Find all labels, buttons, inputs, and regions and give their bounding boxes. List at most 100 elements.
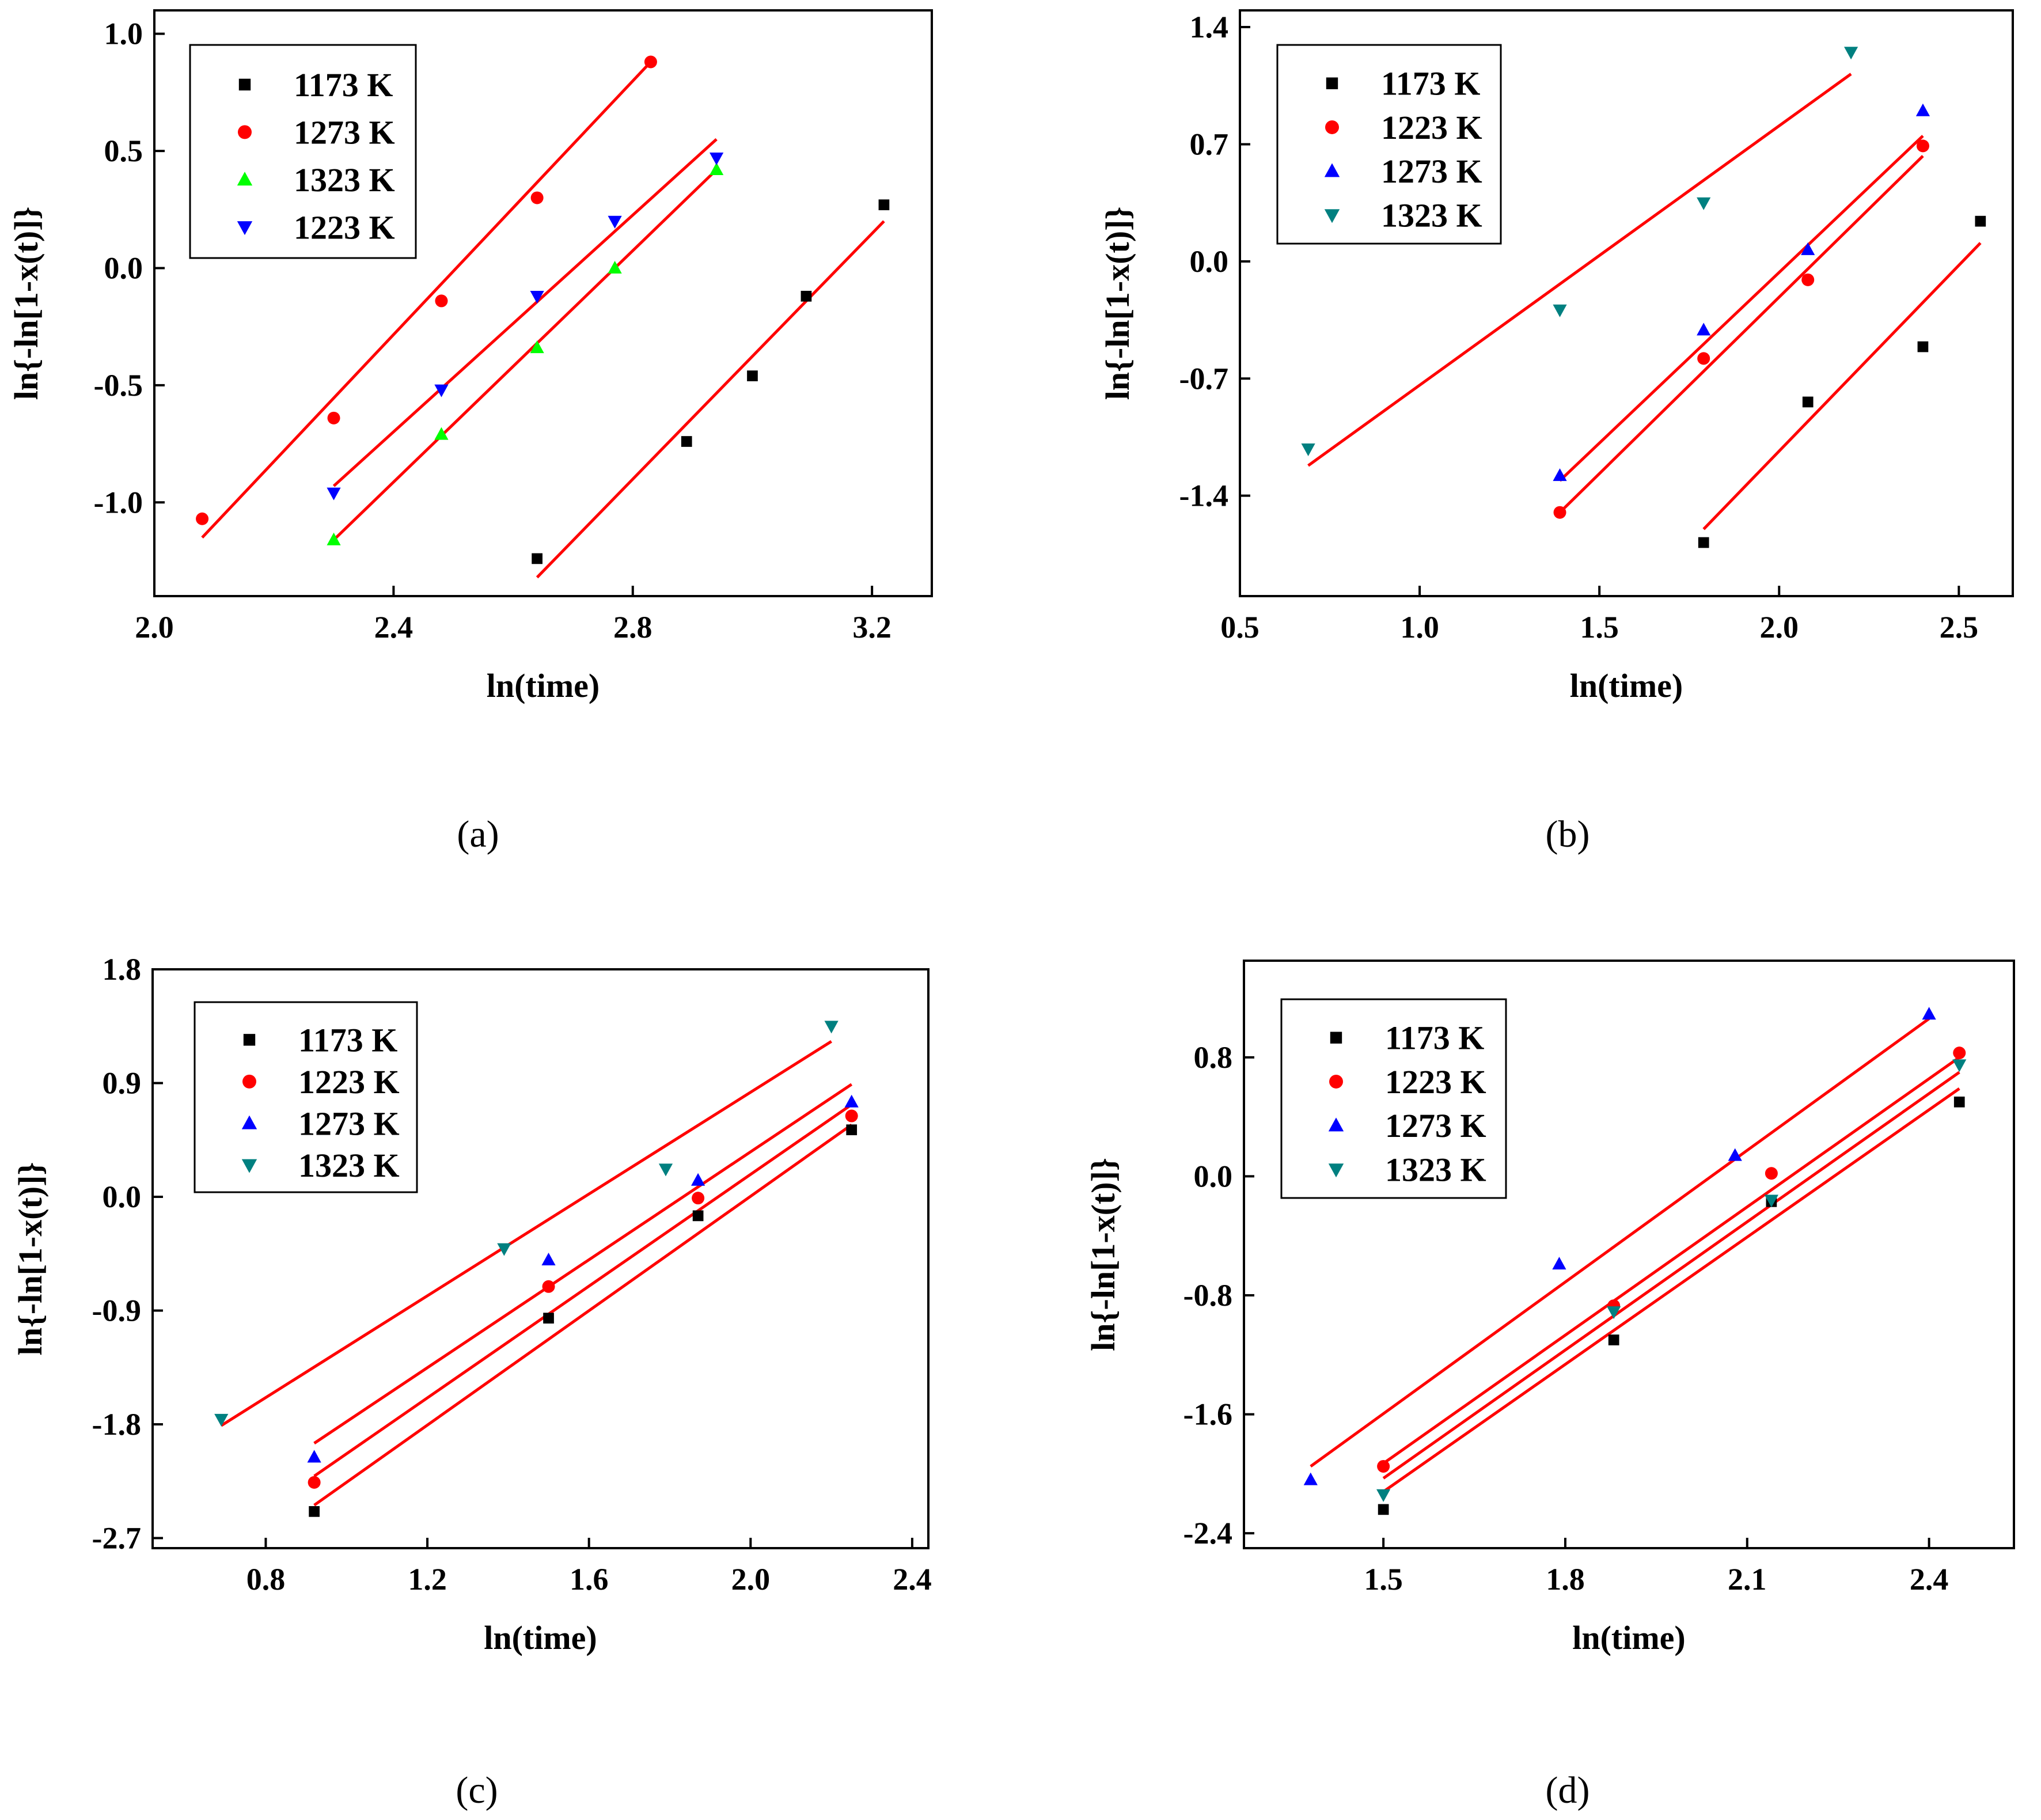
legend-label: 1223 K xyxy=(294,208,395,246)
legend-label: 1223 K xyxy=(1385,1063,1486,1101)
data-point-1273-k xyxy=(530,191,544,204)
legend-box xyxy=(1280,998,1507,1199)
legend-label: 1223 K xyxy=(1381,109,1482,146)
fit-line-1273-k xyxy=(313,1083,853,1444)
data-point-1223-k xyxy=(1697,352,1710,365)
plot-frame xyxy=(151,968,930,1549)
y-tick-label: 0.0 xyxy=(104,251,143,285)
fit-line-1323-k xyxy=(1382,1071,1960,1480)
x-tick-label: 1.2 xyxy=(408,1562,447,1597)
legend-marker xyxy=(1324,209,1340,223)
legend-marker xyxy=(1326,77,1338,89)
plot-frame xyxy=(153,9,933,597)
data-point-1173-k xyxy=(801,290,812,302)
data-point-1223-k xyxy=(608,215,622,229)
fit-line-1173-k xyxy=(1382,1087,1960,1493)
legend: 1173 K 1273 K 1323 K 1223 K xyxy=(189,44,417,259)
x-tick-label: 2.4 xyxy=(374,610,413,644)
data-point-1223-k xyxy=(530,290,544,304)
data-point-1223-k xyxy=(1953,1046,1966,1060)
data-point-1223-k xyxy=(1553,506,1566,519)
legend-label: 1173 K xyxy=(294,66,393,104)
legend-label: 1173 K xyxy=(298,1021,397,1059)
y-axis-title: ln{-ln[1-x(t)]} xyxy=(12,1162,49,1356)
plot-frame xyxy=(1243,960,2015,1549)
data-point-1273-k xyxy=(196,512,209,525)
legend-marker xyxy=(1330,1032,1342,1044)
data-point-1173-k xyxy=(543,1313,554,1324)
legend-label: 1323 K xyxy=(298,1147,400,1184)
data-point-1323-k xyxy=(824,1021,839,1034)
y-tick-label: -0.5 xyxy=(94,368,143,403)
panel-caption: (b) xyxy=(1546,813,1590,855)
data-point-1223-k xyxy=(1801,273,1815,286)
data-point-1223-k xyxy=(1377,1459,1390,1473)
data-point-1273-k xyxy=(644,55,657,69)
chart-panel-d: 1.5 1.8 2.1 2.4 0.8 0.0 -0.8 -1.6 -2.4 ln(time) ln… xyxy=(1084,960,2015,1811)
y-tick-label: -2.4 xyxy=(1183,1516,1232,1550)
y-tick-label: -0.7 xyxy=(1179,361,1228,396)
legend-marker xyxy=(238,125,252,139)
data-point-1323-k xyxy=(327,532,341,545)
x-tick-label: 1.5 xyxy=(1580,610,1619,644)
data-point-1323-k xyxy=(710,162,724,175)
y-axis-title: ln{-ln[1-x(t)]} xyxy=(1099,207,1136,400)
data-point-1223-k xyxy=(308,1476,321,1489)
data-point-1273-k xyxy=(1728,1148,1742,1161)
y-tick-label: -1.6 xyxy=(1183,1397,1232,1432)
fit-line-1223-k xyxy=(332,138,718,487)
legend-marker xyxy=(1329,1074,1343,1089)
legend-marker xyxy=(238,78,251,91)
x-tick-label: 2.0 xyxy=(1760,610,1799,644)
fit-line-1223-k xyxy=(1382,1056,1960,1465)
data-point-1323-k xyxy=(497,1243,511,1256)
x-tick-label: 1.5 xyxy=(1364,1562,1403,1597)
fit-line-1323-k xyxy=(332,168,718,541)
y-tick-label: 0.5 xyxy=(104,134,143,168)
y-tick-label: -1.4 xyxy=(1179,479,1228,513)
legend-marker xyxy=(243,1034,256,1046)
data-point-1323-k xyxy=(608,260,622,274)
data-point-1223-k xyxy=(710,152,724,165)
chart-panel-c: 0.8 1.2 1.6 2.0 2.4 1.8 0.9 0.0 -0.9 -1.8 -2.7 ln(t… xyxy=(12,952,932,1811)
data-point-1273-k xyxy=(1915,103,1930,116)
fit-line-1173-k xyxy=(313,1123,853,1507)
legend-label: 1173 K xyxy=(1381,65,1480,103)
x-tick-label: 2.4 xyxy=(1910,1562,1949,1597)
fit-line-1173-k xyxy=(536,220,885,579)
data-point-1273-k xyxy=(327,411,340,424)
y-tick-label: 0.0 xyxy=(1190,244,1229,279)
data-point-1223-k xyxy=(1765,1167,1778,1180)
data-point-1323-k xyxy=(1844,47,1858,60)
legend-marker xyxy=(237,221,253,236)
x-tick-label: 2.0 xyxy=(731,1562,771,1597)
data-point-1173-k xyxy=(1802,396,1814,408)
legend-label: 1273 K xyxy=(1385,1107,1486,1144)
data-point-1173-k xyxy=(692,1210,704,1222)
data-point-1223-k xyxy=(327,487,341,500)
fit-line-1323-k xyxy=(220,1040,832,1427)
data-point-1173-k xyxy=(1698,537,1709,548)
x-tick-label: 1.0 xyxy=(1400,610,1439,644)
data-point-1173-k xyxy=(532,553,543,564)
data-point-1323-k xyxy=(1764,1195,1778,1208)
y-tick-label: 0.0 xyxy=(1194,1159,1233,1193)
legend-label: 1273 K xyxy=(294,113,395,151)
fit-line-1323-k xyxy=(1307,73,1852,467)
legend-label: 1223 K xyxy=(298,1063,400,1101)
legend: 1173 K 1223 K 1273 K 1323 K xyxy=(1280,998,1507,1199)
data-point-1273-k xyxy=(1697,323,1711,336)
data-point-1323-k xyxy=(1376,1489,1391,1502)
y-tick-label: -1.8 xyxy=(92,1407,141,1442)
x-tick-label: 3.2 xyxy=(852,610,891,644)
panel-caption: (c) xyxy=(456,1769,498,1811)
data-point-1173-k xyxy=(1378,1504,1389,1515)
fit-line-1223-k xyxy=(1558,155,1924,514)
legend: 1173 K 1223 K 1273 K 1323 K xyxy=(194,1001,418,1193)
data-point-1223-k xyxy=(692,1192,705,1205)
legend-marker xyxy=(1324,163,1340,177)
data-point-1173-k xyxy=(1917,341,1929,352)
fit-line-1273-k xyxy=(201,60,652,539)
data-point-1223-k xyxy=(845,1109,858,1123)
data-point-1323-k xyxy=(1697,197,1711,210)
